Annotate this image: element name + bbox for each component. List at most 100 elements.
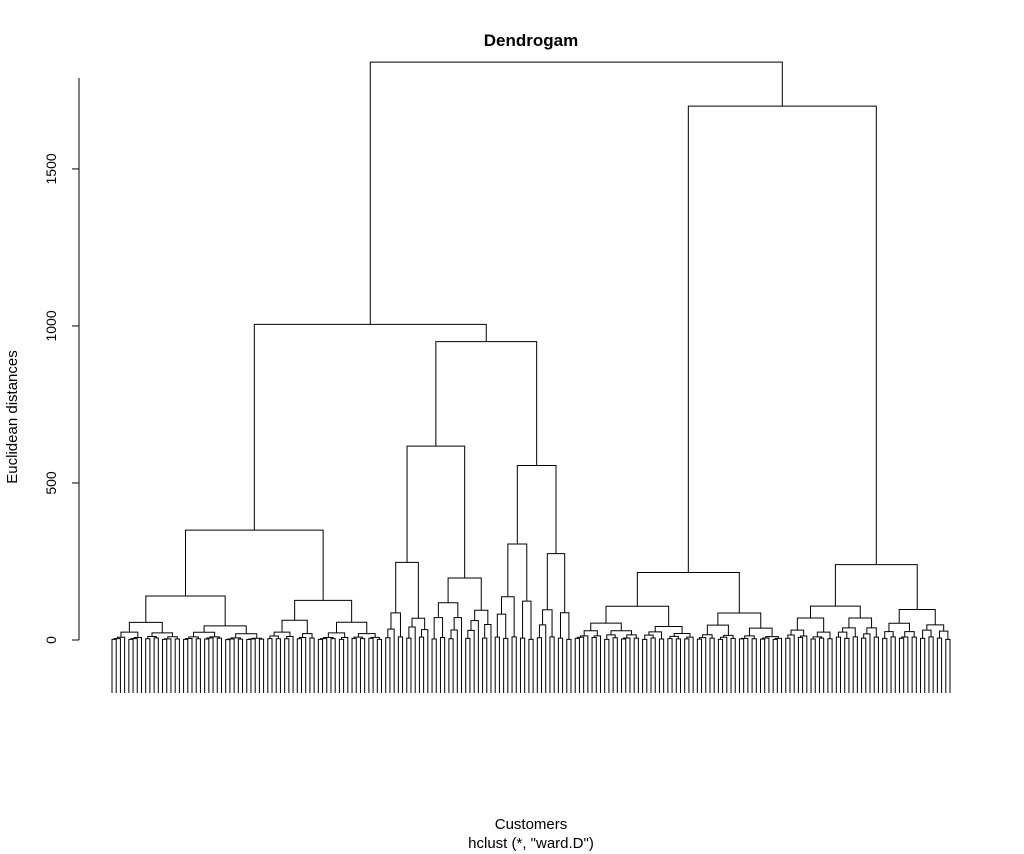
merge-link — [184, 529, 324, 601]
y-tick-label: 500 — [43, 471, 59, 495]
merge-link — [448, 638, 454, 640]
merge-link — [284, 638, 290, 640]
y-tick-label: 1500 — [43, 153, 59, 184]
merge-link — [684, 638, 690, 640]
merge-link — [890, 636, 896, 640]
merge-link — [319, 638, 328, 640]
merge-link — [145, 595, 226, 626]
merge-link — [385, 637, 391, 640]
merge-link — [522, 600, 532, 640]
merge-link — [494, 636, 500, 640]
merge-link — [834, 564, 918, 610]
merge-link — [574, 637, 580, 640]
merge-link — [610, 630, 633, 635]
y-tick-label: 1000 — [43, 310, 59, 341]
merge-link — [738, 638, 745, 640]
merge-link — [120, 631, 139, 638]
merge-link — [612, 637, 618, 640]
merge-link — [516, 464, 557, 554]
merge-link — [604, 638, 610, 640]
merge-link — [183, 638, 189, 640]
merge-link — [810, 605, 861, 618]
merge-link — [730, 637, 736, 640]
y-axis-label: Euclidean distances — [4, 350, 21, 483]
merge-link — [642, 638, 648, 640]
merge-link — [901, 636, 909, 640]
merge-link — [706, 624, 729, 636]
merge-link — [818, 637, 825, 640]
merge-link — [128, 638, 134, 640]
merge-link — [606, 634, 616, 640]
merge-link — [395, 561, 419, 619]
merge-link — [667, 638, 673, 640]
merge-link — [650, 637, 656, 640]
merge-link — [686, 636, 694, 640]
merge-link — [338, 638, 345, 640]
merge-link — [281, 619, 308, 634]
merge-link — [673, 633, 691, 638]
chart-title: Dendrogam — [484, 31, 578, 50]
merge-link — [286, 635, 294, 640]
merge-link — [911, 636, 917, 640]
merge-link — [546, 553, 566, 613]
merge-link — [774, 637, 783, 640]
merge-link — [435, 341, 538, 466]
merge-link — [898, 637, 905, 640]
merge-link — [273, 631, 291, 637]
merge-link — [195, 638, 201, 640]
merge-link — [437, 602, 459, 618]
merge-link — [397, 636, 404, 640]
merge-link — [496, 613, 507, 639]
merge-link — [450, 629, 458, 640]
merge-link — [848, 617, 873, 628]
merge-link — [549, 636, 555, 640]
merge-link — [418, 636, 425, 640]
merge-link — [275, 638, 281, 640]
merge-link — [744, 635, 755, 639]
merge-link — [447, 577, 482, 611]
merge-link — [863, 633, 871, 640]
merge-link — [162, 638, 168, 640]
merge-link — [251, 637, 262, 640]
merge-link — [888, 622, 910, 632]
merge-link — [658, 638, 665, 640]
merge-link — [431, 638, 437, 640]
merge-link — [717, 612, 762, 629]
merge-link — [209, 636, 220, 639]
merge-link — [675, 638, 681, 640]
merge-link — [765, 636, 779, 639]
merge-link — [762, 637, 770, 640]
merge-link — [898, 608, 936, 625]
merge-link — [928, 636, 934, 640]
merge-link — [267, 638, 273, 640]
merge-link — [866, 627, 877, 638]
merge-link — [557, 637, 564, 640]
merge-link — [503, 637, 509, 640]
merge-link — [787, 634, 795, 640]
merge-link — [566, 638, 572, 640]
merge-link — [258, 638, 265, 640]
merge-link — [669, 635, 679, 639]
merge-link — [204, 638, 210, 640]
merge-link — [626, 634, 637, 639]
merge-link — [882, 637, 888, 640]
merge-link — [536, 637, 543, 640]
merge-link — [390, 612, 401, 637]
merge-link — [359, 638, 366, 640]
merge-link — [406, 445, 466, 578]
merge-link — [519, 637, 526, 640]
merge-link — [717, 638, 724, 640]
merge-link — [591, 636, 597, 640]
merge-link — [511, 636, 517, 640]
merge-link — [590, 622, 622, 631]
merge-link — [835, 636, 842, 640]
merge-link — [654, 625, 683, 634]
x-axis-label: Customers — [495, 816, 568, 833]
merge-link — [542, 609, 553, 637]
merge-link — [621, 638, 627, 640]
merge-link — [785, 637, 791, 640]
merge-link — [370, 636, 380, 640]
y-tick-label: 0 — [43, 636, 59, 644]
merge-link — [583, 630, 598, 636]
